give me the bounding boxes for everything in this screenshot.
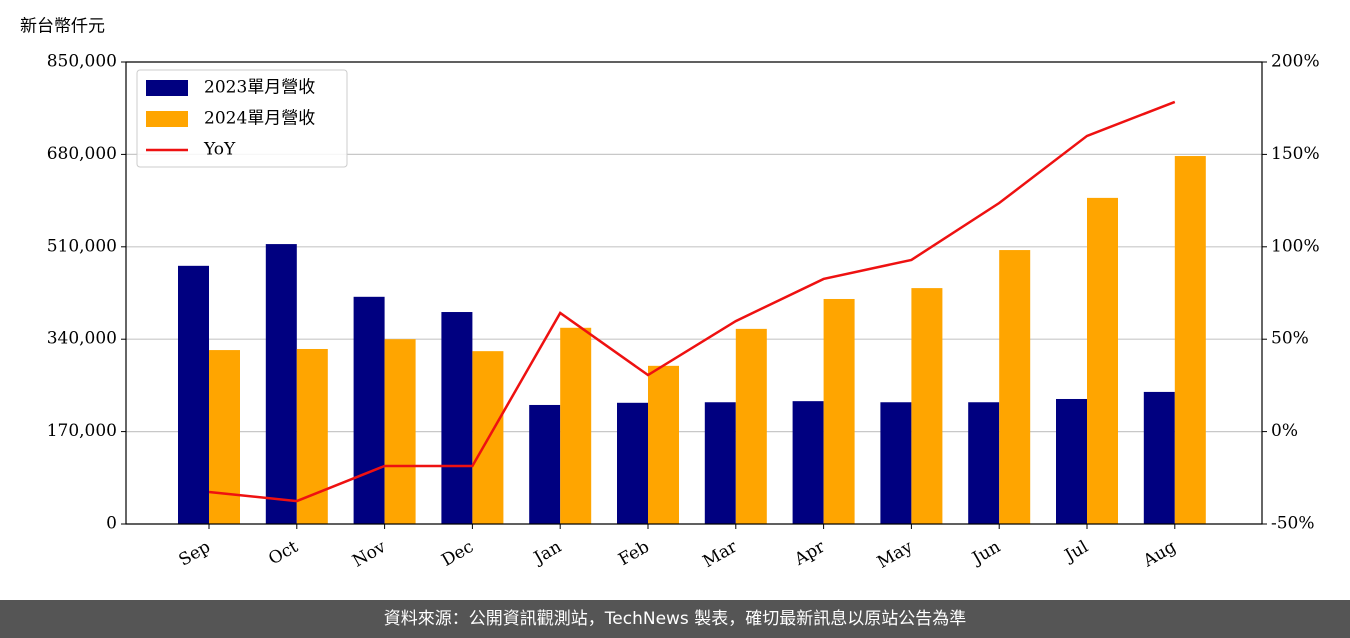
- x-tick-label: Aug: [1139, 537, 1180, 572]
- bar: [353, 296, 385, 524]
- bar: [880, 402, 912, 524]
- x-tick-label: Oct: [265, 537, 301, 570]
- x-tick-label: Jan: [529, 537, 565, 569]
- x-tick-label: Jun: [967, 537, 1004, 570]
- yoy-line: [208, 100, 1176, 503]
- y2-tick-label: -50%: [1271, 514, 1315, 534]
- legend-swatch: [146, 80, 188, 96]
- bar: [529, 404, 561, 524]
- y-tick-label: 510,000: [47, 236, 117, 256]
- y2-tick-label: 0%: [1271, 421, 1298, 441]
- x-tick-label: Jul: [1060, 537, 1092, 567]
- bar: [1087, 197, 1118, 524]
- bar: [911, 288, 943, 524]
- plot-frame: [125, 61, 1263, 525]
- bar: [441, 312, 473, 524]
- chart: 新台幣仟元 0 170,000 340,000 510,000 680,000 850,0…: [20, 17, 1320, 573]
- footer: 資料來源：公開資訊觀測站，TechNews 製表，確切最新訊息以原站公告為準: [0, 600, 1350, 638]
- bar: [296, 348, 328, 524]
- x-tick-label: Apr: [790, 536, 829, 570]
- y-tick-label: 170,000: [47, 421, 117, 441]
- bar: [1174, 156, 1206, 525]
- y2-tick-label: 150%: [1271, 144, 1320, 164]
- legend-swatch: [146, 111, 188, 127]
- bar: [617, 402, 648, 524]
- y-tick-label: 850,000: [47, 52, 117, 72]
- y-tick-label: 340,000: [47, 329, 117, 349]
- legend-box: [136, 69, 348, 168]
- bar: [999, 250, 1031, 525]
- y2-tick-label: 100%: [1271, 236, 1320, 256]
- legend-label: 2024單月營收: [204, 109, 315, 129]
- y-tick-label: 0: [106, 514, 117, 534]
- bar: [792, 401, 824, 524]
- bar: [560, 327, 592, 524]
- bar: [209, 350, 240, 524]
- legend-label: YoY: [203, 140, 236, 160]
- bar: [968, 402, 1000, 524]
- bar: [384, 339, 416, 524]
- bar: [265, 244, 297, 525]
- y2-tick-label: 200%: [1271, 52, 1320, 72]
- x-tick-label: May: [874, 537, 917, 573]
- x-tick-label: Dec: [438, 537, 477, 571]
- bar: [735, 328, 767, 524]
- y-axis-label: 新台幣仟元: [20, 17, 105, 37]
- bar: [178, 265, 209, 524]
- legend-label: 2023單月營收: [204, 78, 315, 98]
- x-tick-label: Nov: [349, 537, 389, 572]
- bar: [823, 298, 855, 524]
- bar: [1143, 391, 1175, 524]
- legend: 2023單月營收 2024單月營收 YoY: [136, 69, 348, 168]
- bar: [1056, 398, 1087, 524]
- bar: [648, 365, 679, 524]
- y2-tick-label: 50%: [1271, 329, 1309, 349]
- x-tick-label: Feb: [615, 537, 653, 570]
- y-tick-label: 680,000: [47, 144, 117, 164]
- bar: [704, 402, 736, 524]
- x-tick-label: Mar: [700, 536, 742, 572]
- x-tick-label: Sep: [176, 537, 214, 571]
